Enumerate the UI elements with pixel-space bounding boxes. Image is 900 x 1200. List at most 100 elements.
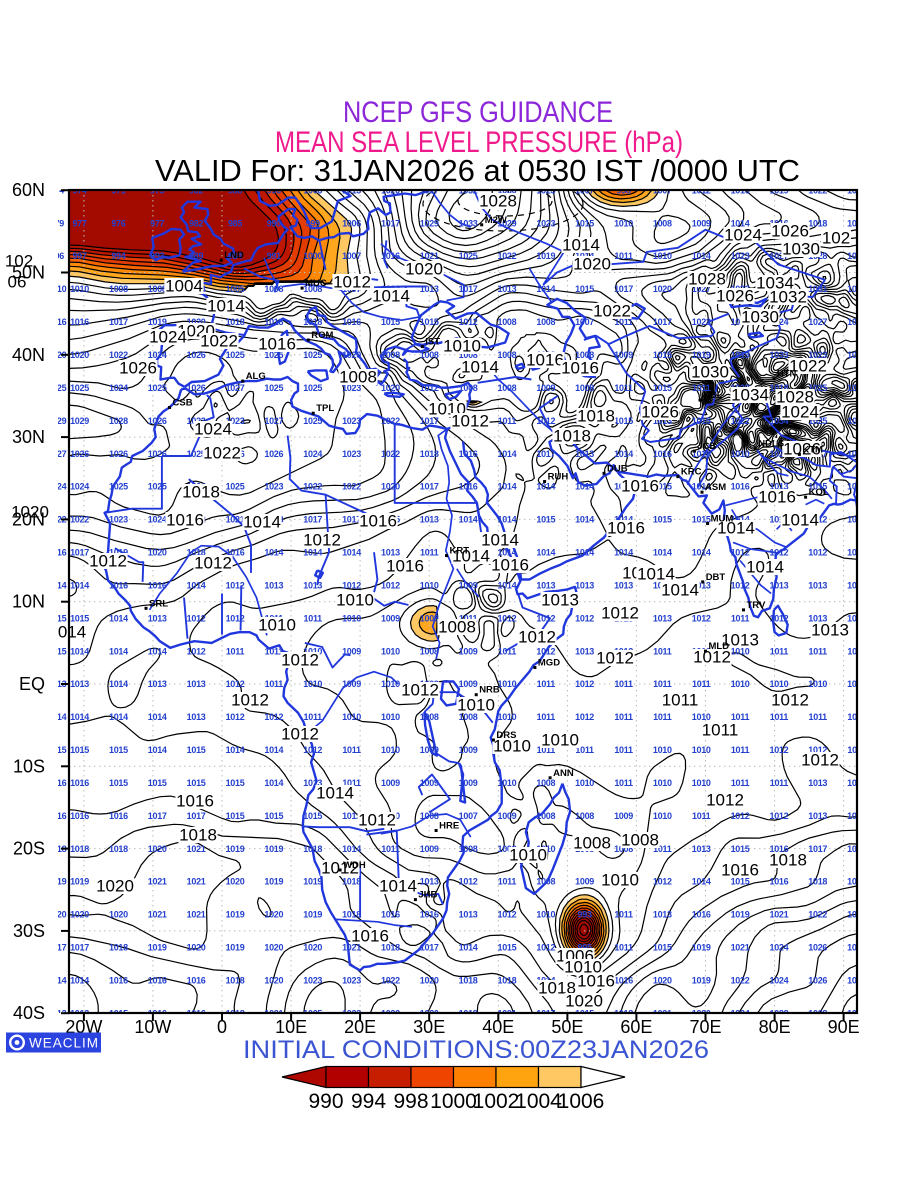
svg-text:1013: 1013 [70, 679, 89, 689]
svg-text:MUM: MUM [711, 514, 734, 525]
svg-text:1014: 1014 [746, 558, 784, 577]
svg-text:1016: 1016 [758, 488, 796, 507]
svg-text:1027: 1027 [420, 185, 439, 195]
svg-text:30S: 30S [13, 921, 45, 941]
svg-text:50N: 50N [12, 263, 45, 283]
svg-text:1012: 1012 [381, 580, 400, 590]
svg-text:1009: 1009 [420, 844, 439, 854]
svg-text:1024: 1024 [769, 943, 788, 953]
svg-text:1016: 1016 [70, 811, 89, 821]
svg-text:1014: 1014 [731, 218, 750, 228]
svg-text:1025: 1025 [303, 416, 322, 426]
svg-text:1025: 1025 [109, 482, 128, 492]
svg-text:1022: 1022 [731, 976, 750, 986]
svg-text:1008: 1008 [497, 317, 516, 327]
svg-text:1018: 1018 [553, 427, 591, 446]
svg-text:1014: 1014 [70, 646, 89, 656]
svg-text:1021: 1021 [731, 943, 750, 953]
svg-text:1018: 1018 [459, 976, 478, 986]
svg-text:1020: 1020 [96, 877, 134, 896]
svg-text:1012: 1012 [769, 811, 788, 821]
svg-text:1012: 1012 [847, 548, 866, 558]
svg-text:1016: 1016 [148, 1008, 167, 1018]
svg-text:1011: 1011 [304, 712, 323, 722]
svg-text:1010: 1010 [653, 778, 672, 788]
svg-text:1013: 1013 [692, 580, 711, 590]
svg-text:1023: 1023 [808, 350, 827, 360]
svg-text:1026: 1026 [808, 976, 827, 986]
svg-text:1015: 1015 [70, 613, 89, 623]
svg-text:1016: 1016 [561, 359, 599, 378]
svg-text:1020: 1020 [264, 943, 283, 953]
svg-text:1011: 1011 [265, 646, 284, 656]
svg-text:1010: 1010 [614, 218, 633, 228]
svg-text:1012: 1012 [89, 552, 127, 571]
svg-text:1009: 1009 [497, 811, 516, 821]
svg-text:1010: 1010 [808, 679, 827, 689]
svg-text:1021: 1021 [187, 844, 206, 854]
svg-text:1014: 1014 [781, 511, 819, 530]
svg-text:1013: 1013 [541, 591, 579, 610]
svg-text:1024: 1024 [70, 482, 89, 492]
svg-text:1015: 1015 [653, 350, 672, 360]
svg-text:1015: 1015 [575, 1008, 594, 1018]
svg-text:1027: 1027 [226, 383, 245, 393]
svg-text:1011: 1011 [653, 646, 672, 656]
svg-text:1012: 1012 [451, 412, 489, 431]
svg-text:1016: 1016 [526, 351, 564, 370]
svg-text:1034: 1034 [769, 416, 788, 426]
svg-text:1025: 1025 [808, 416, 827, 426]
svg-text:1020: 1020 [381, 482, 400, 492]
svg-text:KOL: KOL [809, 487, 829, 498]
svg-text:1010: 1010 [692, 778, 711, 788]
svg-text:1030: 1030 [691, 363, 729, 382]
svg-text:1014: 1014 [614, 449, 633, 459]
svg-text:1027: 1027 [47, 449, 66, 459]
svg-text:1002: 1002 [473, 1090, 520, 1113]
svg-text:982: 982 [189, 185, 203, 195]
svg-text:1014: 1014 [497, 449, 516, 459]
svg-text:1016: 1016 [148, 580, 167, 590]
svg-text:1014: 1014 [614, 548, 633, 558]
svg-text:1008: 1008 [536, 811, 555, 821]
svg-text:1010: 1010 [258, 616, 296, 635]
svg-text:1025: 1025 [303, 350, 322, 360]
svg-text:1017: 1017 [148, 811, 167, 821]
svg-text:1018: 1018 [342, 910, 361, 920]
svg-text:1015: 1015 [653, 515, 672, 525]
svg-text:982: 982 [189, 218, 203, 228]
svg-text:1029: 1029 [497, 218, 516, 228]
svg-text:1013: 1013 [303, 778, 322, 788]
svg-text:1015: 1015 [653, 943, 672, 953]
svg-text:1016: 1016 [187, 1008, 206, 1018]
svg-text:1011: 1011 [381, 844, 400, 854]
svg-text:1020: 1020 [187, 943, 206, 953]
svg-text:1010: 1010 [847, 679, 866, 689]
svg-text:014: 014 [58, 623, 86, 642]
svg-text:1016: 1016 [359, 512, 397, 531]
svg-text:1020: 1020 [342, 350, 361, 360]
svg-text:1022: 1022 [808, 185, 827, 195]
svg-text:1011: 1011 [498, 646, 517, 656]
svg-text:1011: 1011 [653, 679, 672, 689]
svg-text:1026: 1026 [148, 449, 167, 459]
svg-text:1020: 1020 [653, 976, 672, 986]
svg-text:1011: 1011 [265, 679, 284, 689]
svg-text:1014: 1014 [692, 877, 711, 887]
svg-text:1013: 1013 [808, 580, 827, 590]
svg-text:1009: 1009 [536, 383, 555, 393]
svg-text:1008: 1008 [573, 834, 611, 853]
svg-text:1030: 1030 [741, 308, 779, 327]
svg-text:1019: 1019 [847, 449, 866, 459]
svg-text:1007: 1007 [575, 317, 594, 327]
svg-text:1013: 1013 [303, 580, 322, 590]
svg-text:1016: 1016 [607, 519, 645, 538]
svg-text:1010: 1010 [692, 745, 711, 755]
svg-text:1019: 1019 [692, 943, 711, 953]
svg-text:1008: 1008 [497, 844, 516, 854]
svg-text:1026: 1026 [70, 449, 89, 459]
svg-text:1016: 1016 [342, 317, 361, 327]
svg-text:1026: 1026 [109, 449, 128, 459]
svg-text:1014: 1014 [459, 515, 478, 525]
svg-text:1010: 1010 [493, 737, 531, 756]
